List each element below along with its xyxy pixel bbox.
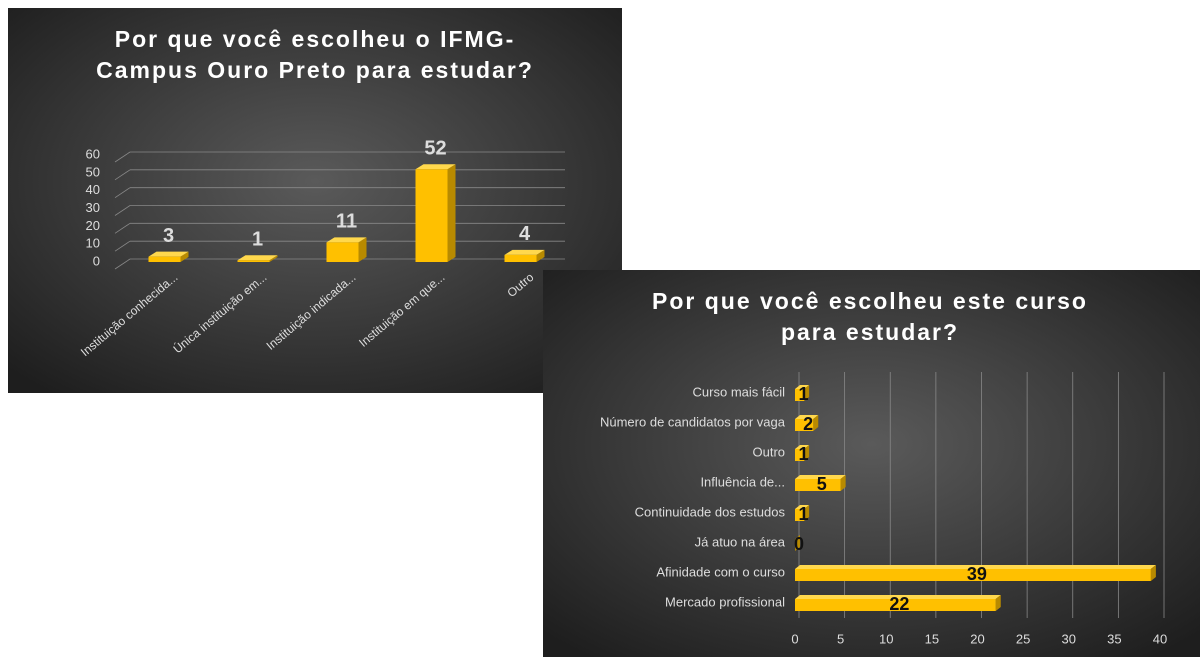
x-tick-label: 15 xyxy=(925,631,939,646)
bar-side xyxy=(995,595,1001,611)
bar-top xyxy=(795,445,810,449)
y-tick-label: 30 xyxy=(86,200,100,215)
y-tick-label: 10 xyxy=(86,236,100,251)
y-tick-label: Influência de... xyxy=(700,474,785,489)
x-tick-label: 10 xyxy=(879,631,893,646)
y-tick-label: 60 xyxy=(86,146,100,161)
x-tick-label: 0 xyxy=(791,631,798,646)
bar-top xyxy=(237,255,278,261)
chart-title: Por que você escolheu este curso para es… xyxy=(652,288,1088,345)
bar xyxy=(415,169,448,262)
chart-panel xyxy=(8,8,622,393)
data-label: 1 xyxy=(799,444,809,464)
x-tick-label: 30 xyxy=(1062,631,1076,646)
bar xyxy=(795,479,841,491)
y-tick-label: 20 xyxy=(86,218,100,233)
data-label: 52 xyxy=(424,138,446,160)
grid-line xyxy=(114,187,131,198)
bar-side xyxy=(804,445,810,461)
bar-side xyxy=(269,255,278,262)
data-label: 4 xyxy=(519,223,531,245)
bar-side xyxy=(358,237,367,262)
bar-side xyxy=(447,164,456,262)
grid-line xyxy=(114,258,131,270)
data-label: 2 xyxy=(803,414,813,434)
bar xyxy=(795,509,805,521)
data-label: 11 xyxy=(336,211,357,233)
bar-side xyxy=(813,415,819,431)
y-tick-label: Curso mais fácil xyxy=(693,384,786,399)
bar-top xyxy=(326,237,367,243)
y-tick-label: 0 xyxy=(93,253,100,268)
title-box: Por que você escolheu este curso para es… xyxy=(652,288,1088,345)
bar-top xyxy=(504,249,545,255)
grid-line xyxy=(114,223,131,234)
x-tick-label: 20 xyxy=(970,631,984,646)
bar-side xyxy=(1150,565,1156,581)
bar-side xyxy=(840,475,846,491)
bar xyxy=(795,449,805,461)
bar xyxy=(795,419,814,431)
bar-top xyxy=(795,565,1156,569)
grid-line xyxy=(114,151,131,163)
y-tick-label: 50 xyxy=(86,164,100,179)
bar-top xyxy=(148,251,189,257)
bar-side xyxy=(804,385,810,401)
data-label: 3 xyxy=(163,225,174,247)
bar xyxy=(326,242,359,262)
y-tick-label: Continuidade dos estudos xyxy=(635,504,786,519)
bar-side xyxy=(804,505,810,521)
chart-title: Por que você escolheu o IFMG-Campus Ouro… xyxy=(96,26,534,83)
bar xyxy=(795,569,1151,581)
y-tick-label: Outro xyxy=(752,444,785,459)
x-tick-label: 5 xyxy=(837,631,844,646)
bar-top xyxy=(795,415,819,419)
data-label: 0 xyxy=(794,534,804,554)
bar-side xyxy=(795,535,800,551)
grid-line xyxy=(114,205,131,216)
bar xyxy=(237,260,270,262)
x-tick-label: 35 xyxy=(1107,631,1121,646)
bar xyxy=(148,256,181,262)
grid-line xyxy=(114,240,131,252)
bar-top xyxy=(795,595,1001,599)
bar-top xyxy=(795,385,810,389)
y-tick-label: Já atuo na área xyxy=(695,534,786,549)
data-label: 1 xyxy=(252,228,263,250)
x-tick-label: 40 xyxy=(1153,631,1167,646)
bar-side xyxy=(536,249,545,262)
bar-top xyxy=(795,505,810,509)
data-label: 22 xyxy=(889,594,909,614)
bar xyxy=(795,389,805,401)
bar xyxy=(795,599,996,611)
data-label: 39 xyxy=(967,564,987,584)
bar-top xyxy=(795,475,846,479)
y-tick-label: Mercado profissional xyxy=(665,594,785,609)
chart-panel xyxy=(543,270,1200,657)
y-tick-label: 40 xyxy=(86,182,100,197)
bar xyxy=(504,254,537,262)
data-label: 5 xyxy=(817,474,827,494)
bar-side xyxy=(180,251,189,262)
y-tick-label: Afinidade com o curso xyxy=(656,564,785,579)
bar-top xyxy=(415,164,456,170)
x-tick-label: 25 xyxy=(1016,631,1030,646)
grid-line xyxy=(114,169,131,181)
y-tick-label: Número de candidatos por vaga xyxy=(600,414,786,429)
data-label: 1 xyxy=(799,384,809,404)
title-box: Por que você escolheu o IFMG-Campus Ouro… xyxy=(96,26,534,83)
data-label: 1 xyxy=(799,504,809,524)
